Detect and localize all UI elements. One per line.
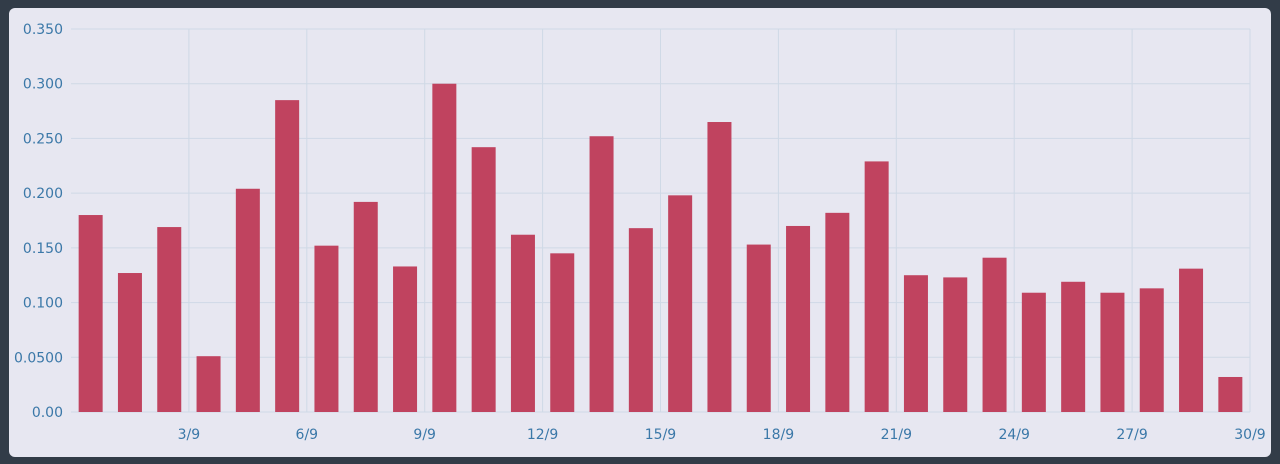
x-tick-label: 3/9 xyxy=(178,427,201,443)
bar[interactable] xyxy=(78,215,103,412)
bar[interactable] xyxy=(1218,376,1243,412)
y-tick-label: 0.150 xyxy=(23,241,63,257)
bar[interactable] xyxy=(1100,292,1125,412)
y-tick-label: 0.200 xyxy=(23,186,63,202)
y-tick-label: 0.350 xyxy=(23,22,63,38)
y-tick-label: 0.100 xyxy=(23,296,63,312)
bar[interactable] xyxy=(864,161,889,412)
x-tick-label: 24/9 xyxy=(998,427,1029,443)
grid-lines xyxy=(71,28,1251,413)
bar[interactable] xyxy=(825,212,850,412)
x-tick-label: 18/9 xyxy=(763,427,794,443)
bar[interactable] xyxy=(157,227,182,412)
bar[interactable] xyxy=(746,244,771,412)
bar[interactable] xyxy=(786,225,811,412)
y-tick-label: 0.300 xyxy=(23,77,63,93)
bar[interactable] xyxy=(117,273,142,412)
bar[interactable] xyxy=(1021,292,1046,412)
bar[interactable] xyxy=(235,188,260,412)
bar[interactable] xyxy=(314,245,339,412)
x-axis: 3/9 6/9 9/9 12/9 15/9 18/9 21/9 24/9 27/9 30/9 xyxy=(178,427,1266,443)
y-axis: 0.00 0.0500 0.100 0.150 0.200 0.250 0.300 0.350 xyxy=(14,22,63,421)
bar[interactable] xyxy=(1061,281,1086,412)
x-tick-label: 27/9 xyxy=(1116,427,1147,443)
bar[interactable] xyxy=(550,253,575,412)
x-tick-label: 6/9 xyxy=(296,427,319,443)
x-tick-label: 9/9 xyxy=(413,427,436,443)
y-tick-label: 0.250 xyxy=(23,131,63,147)
bar[interactable] xyxy=(707,122,732,412)
bar[interactable] xyxy=(943,277,968,412)
bar[interactable] xyxy=(628,228,653,412)
y-tick-label: 0.00 xyxy=(32,405,63,421)
bar[interactable] xyxy=(903,275,928,412)
bar[interactable] xyxy=(275,100,300,412)
chart-panel: 0.00 0.0500 0.100 0.150 0.200 0.250 0.300 0.350… xyxy=(9,8,1271,457)
bar[interactable] xyxy=(432,83,457,412)
bar[interactable] xyxy=(353,201,378,412)
bar[interactable] xyxy=(1139,288,1164,412)
bar[interactable] xyxy=(668,195,693,412)
x-tick-label: 30/9 xyxy=(1234,427,1265,443)
x-tick-label: 15/9 xyxy=(645,427,676,443)
bar[interactable] xyxy=(982,257,1007,412)
bar[interactable] xyxy=(510,234,535,412)
x-tick-label: 12/9 xyxy=(527,427,558,443)
bar[interactable] xyxy=(471,147,496,412)
bar-series xyxy=(78,83,1243,413)
x-tick-label: 21/9 xyxy=(881,427,912,443)
bar[interactable] xyxy=(589,136,614,413)
bar[interactable] xyxy=(1179,268,1204,412)
bar[interactable] xyxy=(196,356,221,412)
bar[interactable] xyxy=(393,266,418,412)
bar-chart: 0.00 0.0500 0.100 0.150 0.200 0.250 0.300 0.350… xyxy=(14,22,1266,443)
y-tick-label: 0.0500 xyxy=(14,350,63,366)
